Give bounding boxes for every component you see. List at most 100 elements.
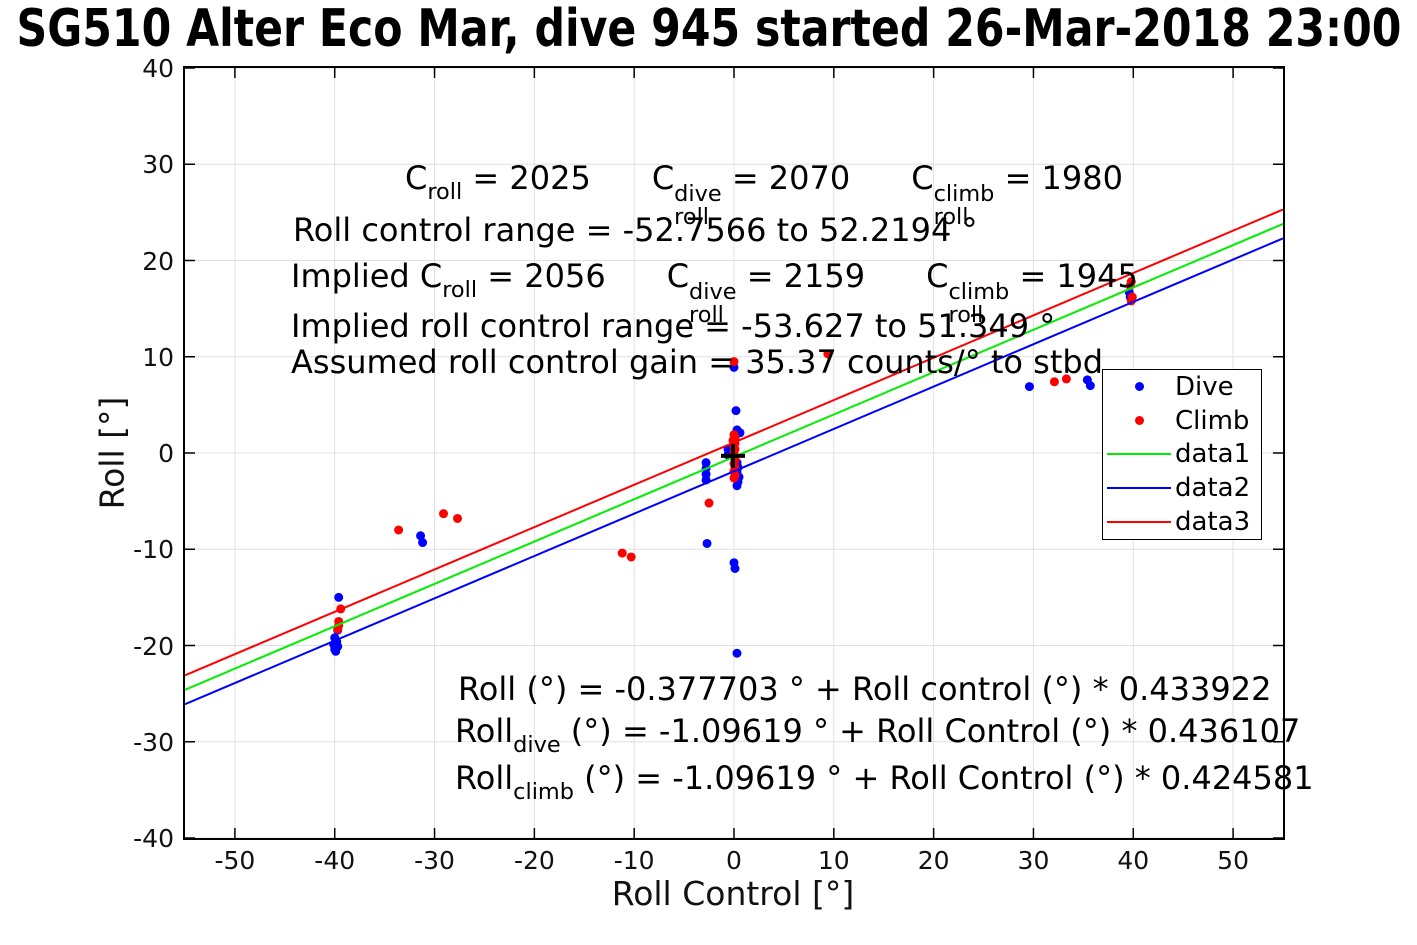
legend-entry-data3: data3 xyxy=(1103,505,1261,539)
annotation-text: Roll xyxy=(455,759,514,797)
legend-marker xyxy=(1107,521,1171,524)
legend-marker xyxy=(1134,382,1144,392)
annotation-text: = 2070 C xyxy=(721,159,934,197)
scatter-point-climb xyxy=(704,498,714,508)
legend-entry-data1: data1 xyxy=(1103,438,1261,472)
scatter-point-climb xyxy=(1061,374,1071,384)
legend-line-marker-icon xyxy=(1103,487,1175,490)
fit-line-data3 xyxy=(185,208,1283,677)
x-tick-label: -50 xyxy=(214,846,256,875)
sup-sub-stack: dive roll xyxy=(674,181,722,230)
annotation-implied-roll-control-range: Implied roll control range = -53.627 to … xyxy=(291,308,1055,345)
x-tick-label: 20 xyxy=(917,846,950,875)
scatter-point-dive xyxy=(702,538,712,548)
y-tick-label: 10 xyxy=(142,342,174,372)
legend-line-marker-icon xyxy=(1103,453,1175,456)
scatter-point-dive xyxy=(1024,382,1034,392)
scatter-point-climb xyxy=(626,552,636,562)
scatter-point-dive xyxy=(331,646,341,656)
scatter-point-dive xyxy=(730,564,740,573)
x-axis-label: Roll Control [°] xyxy=(611,874,855,913)
scatter-point-climb xyxy=(394,525,404,535)
plot-area xyxy=(183,66,1285,840)
annotation-text: C xyxy=(405,159,428,197)
annotation-text: Roll control range = -52.7566 to 52.2194… xyxy=(293,211,978,249)
x-tick-label: 10 xyxy=(817,846,850,875)
scatter-point-climb xyxy=(729,357,739,367)
legend-marker xyxy=(1107,453,1171,456)
legend-label: data1 xyxy=(1175,439,1251,470)
scatter-point-climb xyxy=(729,473,739,483)
annotation-text: (°) = -1.09619 ° + Roll Control (°) * 0.… xyxy=(573,759,1314,797)
scatter-point-dive xyxy=(732,648,742,658)
annotation-text: = 2159 C xyxy=(736,257,949,295)
sup-sub-stack: climb roll xyxy=(948,279,1010,328)
scatter-point-climb xyxy=(823,349,833,359)
scatter-point-climb xyxy=(439,509,449,519)
x-tick-label: -30 xyxy=(414,846,455,875)
y-tick-label: -30 xyxy=(133,727,174,757)
annotation-text: Implied C xyxy=(291,257,443,295)
chart-title: SG510 Alter Eco Mar, dive 945 started 26… xyxy=(16,0,1401,59)
x-tick-label: 50 xyxy=(1217,846,1249,875)
legend-dot-marker-icon xyxy=(1103,416,1175,426)
legend-label: data3 xyxy=(1175,507,1251,538)
legend-entry-climb: Climb xyxy=(1103,404,1261,438)
subscript-text: dive xyxy=(513,732,561,759)
legend-label: data2 xyxy=(1175,473,1251,504)
scatter-point-dive xyxy=(334,592,344,602)
subscript-text: climb xyxy=(513,779,574,806)
subscript-text: roll xyxy=(442,277,478,304)
legend-box: Dive Climb data1 data2 data3 xyxy=(1102,369,1262,540)
annotation-text: = 1945 xyxy=(1009,257,1138,295)
scatter-point-climb xyxy=(1049,377,1059,387)
legend-entry-data2: data2 xyxy=(1103,471,1261,505)
legend-entry-dive: Dive xyxy=(1103,370,1261,404)
annotation-fit-equation-dive: Rolldive (°) = -1.09619 ° + Roll Control… xyxy=(455,713,1300,759)
annotation-assumed-gain: Assumed roll control gain = 35.37 counts… xyxy=(291,344,1103,381)
annotation-text: = 2056 C xyxy=(477,257,690,295)
annotation-text: Implied roll control range = -53.627 to … xyxy=(291,307,1056,345)
legend-marker xyxy=(1134,416,1144,426)
legend-marker xyxy=(1107,487,1171,490)
legend-label: Climb xyxy=(1175,405,1250,436)
y-tick-label: -10 xyxy=(133,535,174,565)
annotation-text: = 1980 xyxy=(994,159,1123,197)
sup-sub-stack: dive roll xyxy=(689,279,737,328)
x-tick-label: -40 xyxy=(314,846,356,875)
annotation-fit-equation-all: Roll (°) = -0.377703 ° + Roll control (°… xyxy=(458,671,1271,708)
annotation-roll-control-range: Roll control range = -52.7566 to 52.2194… xyxy=(293,212,977,249)
x-tick-label: 40 xyxy=(1117,846,1150,875)
x-tick-label: 30 xyxy=(1017,846,1050,875)
scatter-point-dive xyxy=(418,538,428,548)
scatter-point-climb xyxy=(453,513,463,523)
y-tick-label: 0 xyxy=(158,439,174,468)
y-tick-label: 30 xyxy=(142,150,174,180)
annotation-text: Assumed roll control gain = 35.37 counts… xyxy=(291,343,1104,381)
annotation-text: Roll xyxy=(455,712,514,750)
legend-label: Dive xyxy=(1175,371,1234,402)
x-tick-label: -20 xyxy=(513,846,555,875)
scatter-point-dive xyxy=(1085,381,1095,391)
fit-line-data2 xyxy=(185,237,1283,706)
annotation-fit-equation-climb: Rollclimb (°) = -1.09619 ° + Roll Contro… xyxy=(455,760,1314,806)
subscript-text: roll xyxy=(427,179,463,206)
annotation-text: Roll (°) = -0.377703 ° + Roll control (°… xyxy=(458,670,1272,708)
y-tick-label: 20 xyxy=(142,246,174,276)
scatter-point-dive xyxy=(731,406,741,416)
x-tick-label: -10 xyxy=(613,846,655,875)
x-tick-label: 0 xyxy=(726,846,742,875)
annotation-text: = 2025 C xyxy=(462,159,675,197)
scatter-point-dive xyxy=(732,481,742,491)
annotation-text: (°) = -1.09619 ° + Roll Control (°) * 0.… xyxy=(560,712,1301,750)
legend-dot-marker-icon xyxy=(1103,382,1175,392)
y-tick-label: 40 xyxy=(142,54,174,83)
y-tick-label: -40 xyxy=(133,824,174,853)
y-tick-label: -20 xyxy=(133,631,174,661)
scatter-point-climb xyxy=(617,548,627,558)
sup-sub-stack: climb roll xyxy=(933,181,995,230)
y-axis-label: Roll [°] xyxy=(92,396,132,510)
legend-line-marker-icon xyxy=(1103,521,1175,524)
